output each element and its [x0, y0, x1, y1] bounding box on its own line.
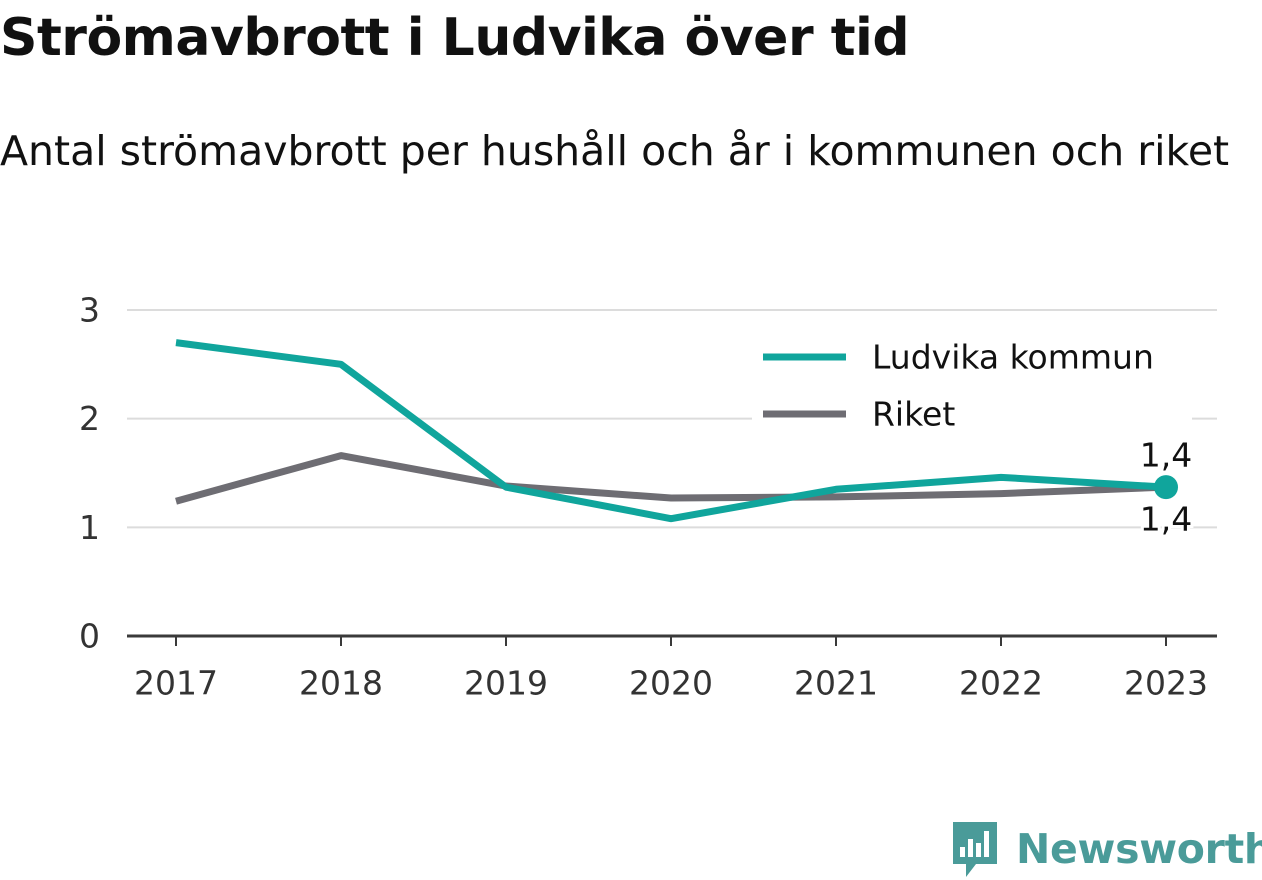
- x-tick-label: 2017: [134, 664, 218, 703]
- chart-subtitle: Antal strömavbrott per hushåll och år i …: [0, 127, 1230, 175]
- legend-label-riket: Riket: [872, 395, 955, 434]
- end-value-label-riket: 1,4: [1140, 500, 1192, 539]
- chart-title: Strömavbrott i Ludvika över tid: [0, 8, 910, 68]
- x-tick-label: 2021: [794, 664, 878, 703]
- series-line-riket: [175, 452, 1167, 505]
- x-axis: 2017 2018 2019 2020 2021 2022 2023: [127, 634, 1217, 703]
- x-tick-label: 2018: [299, 664, 383, 703]
- newsworthy-logo: Newsworthy: [950, 818, 1262, 880]
- brand-name: Newsworthy: [1016, 825, 1262, 873]
- end-point-marker: [1154, 475, 1178, 500]
- x-tick-label: 2023: [1124, 664, 1208, 703]
- y-tick-label: 3: [79, 291, 100, 330]
- x-tick-label: 2022: [959, 664, 1043, 703]
- x-tick-label: 2019: [464, 664, 548, 703]
- bar-chart-speech-bubble-icon: [953, 822, 997, 877]
- x-tick-label: 2020: [629, 664, 713, 703]
- y-tick-label: 2: [79, 399, 100, 438]
- series-line-ludvika: [175, 339, 1167, 523]
- y-tick-label: 0: [79, 617, 100, 656]
- end-value-labels: 1,4 1,4: [1137, 433, 1195, 542]
- legend: Ludvika kommun Riket: [752, 330, 1192, 440]
- legend-label-ludvika: Ludvika kommun: [872, 338, 1154, 377]
- series-lines: [175, 339, 1178, 523]
- y-axis-tick-labels: 0 1 2 3: [79, 291, 100, 656]
- end-value-label-ludvika: 1,4: [1140, 436, 1192, 475]
- legend-background: [752, 330, 1192, 440]
- y-tick-label: 1: [79, 508, 100, 547]
